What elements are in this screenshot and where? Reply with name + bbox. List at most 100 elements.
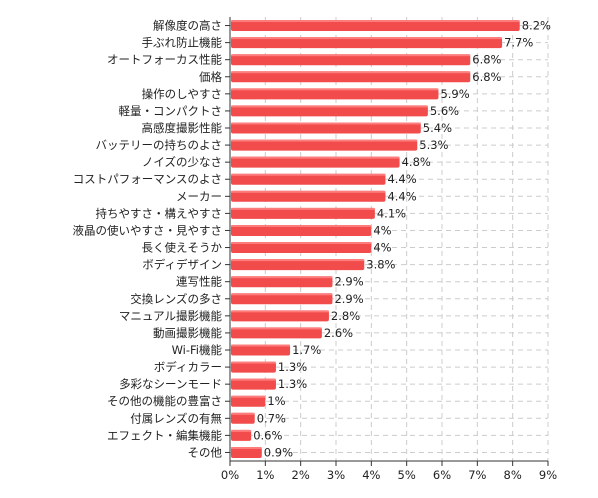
value-label: 5.4% xyxy=(423,121,452,135)
bar-highlight xyxy=(231,71,471,74)
value-label: 4% xyxy=(373,241,391,255)
category-label: コストパフォーマンスのよさ xyxy=(73,172,222,186)
value-label: 1.3% xyxy=(278,360,307,374)
category-label: 付属レンズの有無 xyxy=(130,411,222,425)
bar xyxy=(231,327,322,339)
bar xyxy=(231,37,503,49)
value-label: 4.1% xyxy=(377,206,406,220)
category-label: オートフォーカス性能 xyxy=(107,53,222,67)
bar xyxy=(231,105,428,117)
value-label: 2.9% xyxy=(334,292,363,306)
bar xyxy=(231,395,266,407)
bar xyxy=(231,446,262,458)
value-label: 1% xyxy=(267,394,285,408)
x-tick-label: 0% xyxy=(221,468,239,482)
bar-highlight xyxy=(231,207,375,210)
bar-highlight xyxy=(231,190,386,193)
bar xyxy=(231,293,333,305)
bar xyxy=(231,242,372,254)
bar-highlight xyxy=(231,327,322,330)
bar-layer xyxy=(231,20,520,458)
category-label: ノイズの少なさ xyxy=(142,155,222,169)
x-tick-label: 1% xyxy=(256,468,274,482)
category-label: 多彩なシーンモード xyxy=(119,377,222,391)
value-label: 4.4% xyxy=(387,172,416,186)
value-label: 6.8% xyxy=(472,53,501,67)
value-label: 2.8% xyxy=(331,309,360,323)
category-label: マニュアル撮影機能 xyxy=(119,309,223,323)
value-label: 5.3% xyxy=(419,138,448,152)
value-label: 4.8% xyxy=(402,155,431,169)
x-tick-label: 4% xyxy=(362,468,380,482)
bar xyxy=(231,190,386,202)
value-label: 4% xyxy=(373,223,391,237)
value-label: 0.6% xyxy=(253,428,282,442)
bar xyxy=(231,122,421,134)
bar xyxy=(231,20,520,32)
category-label: 動画撮影機能 xyxy=(153,326,222,340)
category-label: エフェクト・編集機能 xyxy=(107,428,222,442)
category-label: 操作のしやすさ xyxy=(142,87,222,101)
category-label: ボディカラー xyxy=(154,360,222,374)
category-label: 液晶の使いやすさ・見やすさ xyxy=(73,223,223,237)
x-tick-label: 9% xyxy=(539,468,557,482)
bar-highlight xyxy=(231,242,372,245)
bar xyxy=(231,224,372,236)
category-label: 価格 xyxy=(199,70,222,84)
bar-highlight xyxy=(231,310,329,313)
value-label: 5.6% xyxy=(430,104,459,118)
x-tick-label: 2% xyxy=(292,468,310,482)
value-label: 2.9% xyxy=(334,275,363,289)
value-label: 3.8% xyxy=(366,258,395,272)
bar-highlight xyxy=(231,224,372,227)
value-label: 7.7% xyxy=(504,36,533,50)
value-label: 6.8% xyxy=(472,70,501,84)
bar-highlight xyxy=(231,378,276,381)
bar-highlight xyxy=(231,37,503,40)
category-label: 解像度の高さ xyxy=(153,19,222,33)
bar-highlight xyxy=(231,259,365,262)
value-label: 0.9% xyxy=(264,445,293,459)
bar xyxy=(231,429,252,441)
bar-highlight xyxy=(231,412,255,415)
value-label: 8.2% xyxy=(522,19,551,33)
category-label: メーカー xyxy=(176,189,222,203)
bar xyxy=(231,88,439,100)
bar xyxy=(231,412,255,424)
bar-highlight xyxy=(231,395,266,398)
bar-highlight xyxy=(231,139,418,142)
category-label: バッテリーの持ちのよさ xyxy=(96,138,223,152)
value-label: 2.6% xyxy=(324,326,353,340)
value-label: 1.7% xyxy=(292,343,321,357)
bar xyxy=(231,361,276,373)
category-label: 高感度撮影性能 xyxy=(142,121,223,135)
bar xyxy=(231,378,276,390)
bar xyxy=(231,173,386,185)
bar xyxy=(231,71,471,83)
x-tick-label: 7% xyxy=(468,468,486,482)
category-label: 交換レンズの多さ xyxy=(130,292,222,306)
bar xyxy=(231,259,365,271)
category-label: 軽量・コンパクトさ xyxy=(119,104,223,118)
bar-highlight xyxy=(231,293,333,296)
bar xyxy=(231,156,400,168)
category-label: Wi-Fi機能 xyxy=(172,343,223,357)
bar-highlight xyxy=(231,105,428,108)
x-tick-label: 5% xyxy=(398,468,416,482)
bar-highlight xyxy=(231,361,276,364)
value-label: 0.7% xyxy=(257,411,286,425)
bar-highlight xyxy=(231,446,262,449)
bar-highlight xyxy=(231,429,252,432)
bar xyxy=(231,139,418,151)
category-label: 持ちやすさ・構えやすさ xyxy=(96,206,223,220)
category-label: 連写性能 xyxy=(176,275,222,289)
label-layer: 0% 1% 2% 3% 4% 5% 6% 7% 8% 9% 解像度の高さ 8.2% 手ぶれ防止機能 7.7… xyxy=(73,19,558,482)
value-label: 4.4% xyxy=(387,189,416,203)
bar-highlight xyxy=(231,88,439,91)
bar-highlight xyxy=(231,156,400,159)
bar xyxy=(231,344,291,356)
value-label: 5.9% xyxy=(440,87,469,101)
bar-highlight xyxy=(231,54,471,57)
bar-highlight xyxy=(231,344,291,347)
